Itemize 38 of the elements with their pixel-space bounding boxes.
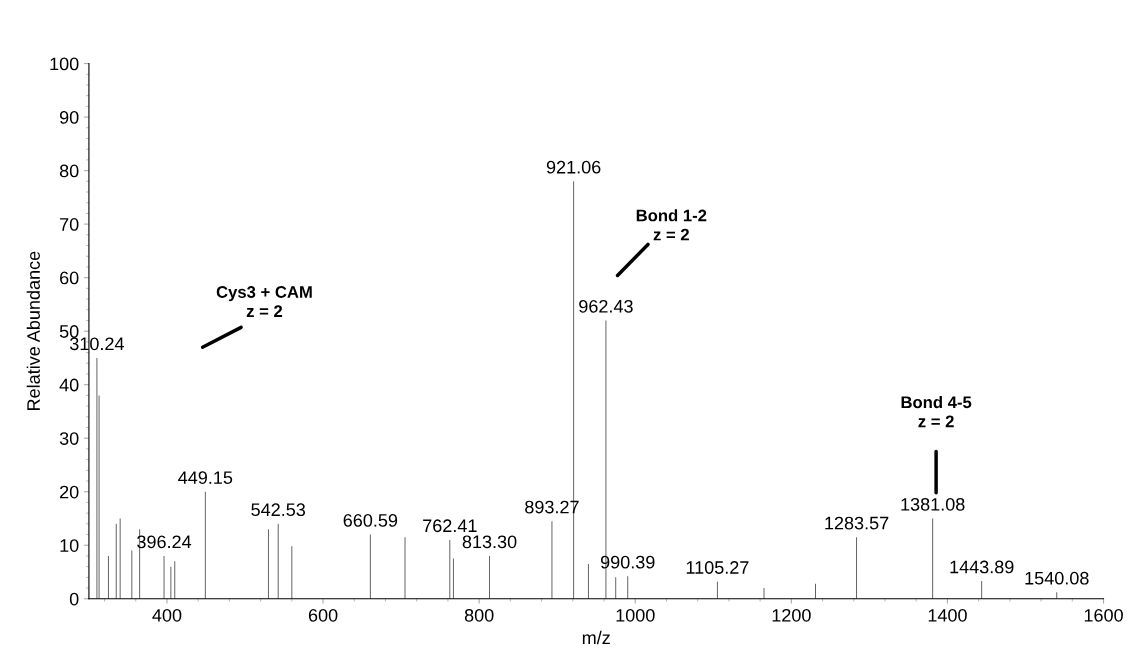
y-tick-label: 40 bbox=[59, 378, 79, 392]
y-tick-label: 30 bbox=[59, 432, 79, 445]
annotation: 990.39 bbox=[600, 555, 655, 569]
y-tick-label: 20 bbox=[60, 485, 79, 499]
annotation: 449.15 bbox=[178, 471, 233, 484]
y-tick-label: 80 bbox=[59, 164, 79, 178]
annotation: 1105.27 bbox=[686, 561, 749, 574]
x-tick-label: 400 bbox=[152, 608, 182, 622]
annotation: 1540.08 bbox=[1025, 571, 1089, 585]
annotation: 813.30 bbox=[462, 535, 517, 549]
annotation: Cys3 + CAM z = 2 bbox=[216, 286, 312, 317]
annotation: 1283.57 bbox=[825, 516, 889, 530]
annotation: 542.53 bbox=[251, 503, 306, 517]
y-tick-label: 0 bbox=[69, 592, 79, 606]
annotation: 660.59 bbox=[343, 514, 398, 527]
y-tick-label: 60 bbox=[60, 271, 79, 285]
annotation: Bond 4-5 z = 2 bbox=[901, 395, 972, 428]
y-tick-label: 10 bbox=[60, 539, 79, 552]
y-tick-label: 90 bbox=[59, 111, 79, 124]
annotation: 921.06 bbox=[546, 160, 601, 174]
annotation: 1443.89 bbox=[950, 560, 1014, 574]
y-axis-title: Relative Abundance bbox=[26, 251, 40, 410]
annotation: 1381.08 bbox=[901, 497, 965, 511]
annotation: Bond 1-2 z = 2 bbox=[636, 209, 707, 241]
x-tick-label: 1000 bbox=[616, 608, 655, 622]
annotation: 762.41 bbox=[423, 519, 477, 533]
x-tick-label: 1400 bbox=[928, 608, 967, 622]
y-tick-label: 50 bbox=[59, 325, 79, 338]
x-tick-label: 1200 bbox=[772, 608, 811, 622]
annotation: 893.27 bbox=[525, 500, 579, 514]
annotation: 396.24 bbox=[137, 535, 192, 549]
y-tick-label: 100 bbox=[50, 57, 79, 71]
x-tick-label: 800 bbox=[464, 608, 494, 622]
x-tick-label: 600 bbox=[308, 608, 338, 622]
annotation: 962.43 bbox=[579, 299, 633, 313]
x-axis-title: m/z bbox=[582, 630, 610, 645]
y-tick-label: 70 bbox=[60, 218, 79, 231]
x-tick-label: 1600 bbox=[1084, 608, 1123, 622]
